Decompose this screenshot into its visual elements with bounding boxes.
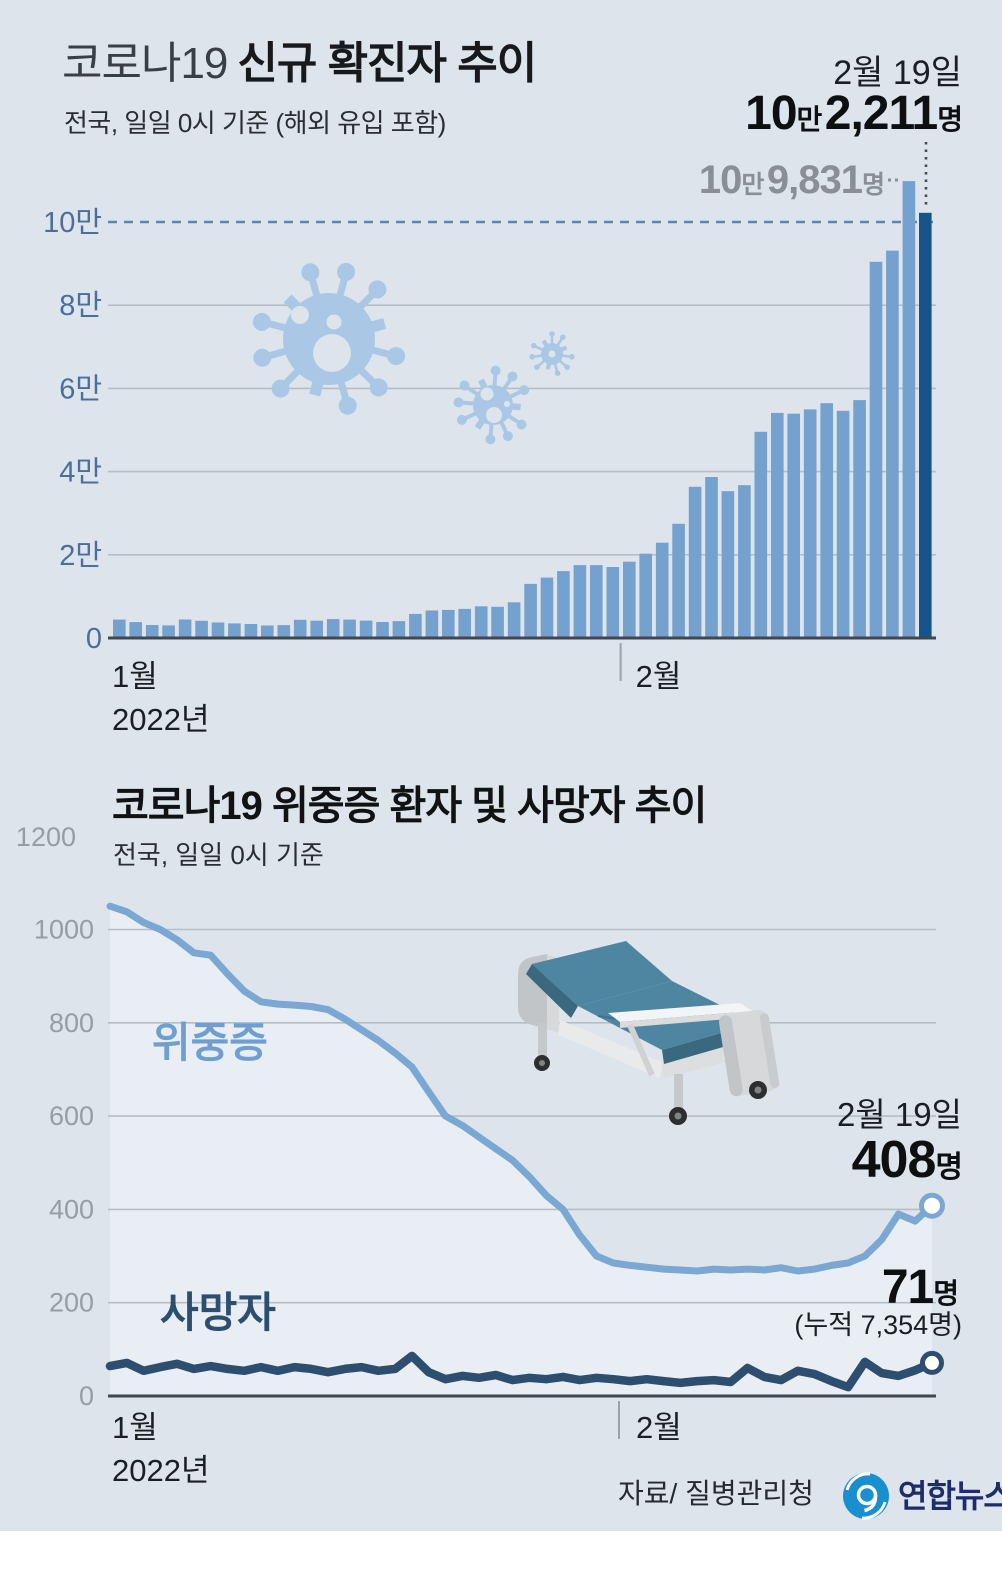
svg-text:2022년: 2022년: [112, 1453, 209, 1488]
coronavirus-icon: [453, 365, 530, 445]
peak-10: 10: [698, 158, 742, 202]
svg-text:4만: 4만: [59, 457, 102, 489]
unit-myeong: 명: [937, 104, 963, 135]
yonhap-logo: 연합뉴스: [840, 1470, 1002, 1522]
series-label-severe: 위중증: [152, 1019, 268, 1066]
svg-text:200: 200: [49, 1288, 94, 1318]
yonhap-logo-icon: [843, 1472, 889, 1520]
coronavirus-icon: [252, 262, 406, 415]
svg-text:600: 600: [49, 1101, 94, 1131]
chart2-annotation-date: 2월 19일: [837, 1096, 962, 1133]
value-10: 10: [745, 87, 797, 140]
chart1-annotation-date: 2월 19일: [833, 54, 962, 92]
svg-text:400: 400: [49, 1194, 94, 1224]
source-credit: 자료/ 질병관리청: [618, 1478, 814, 1509]
chart2-subtitle: 전국, 일일 0시 기준: [113, 840, 324, 870]
chart1-title: 코로나19 신규 확진자 추이: [62, 39, 537, 88]
chart2-title: 코로나19 위중증 환자 및 사망자 추이: [112, 784, 707, 828]
svg-text:0: 0: [86, 623, 102, 655]
svg-text:2월: 2월: [636, 1410, 682, 1445]
svg-text:1200: 1200: [16, 822, 76, 852]
chart1-annotation-value: 10만 2,211명: [745, 87, 963, 140]
svg-text:10만: 10만: [43, 207, 102, 239]
chart1-title-light: 코로나19: [62, 39, 228, 88]
deaths-71: 71: [881, 1261, 934, 1314]
svg-text:0: 0: [79, 1381, 94, 1411]
svg-text:6만: 6만: [59, 373, 102, 405]
peak-myeong: 명: [861, 171, 885, 199]
footer-strip: 박영석. 장예진 기자20220219: [0, 1531, 1002, 1594]
chart2-annotation-severe: 408명: [851, 1131, 963, 1189]
svg-text:1월: 1월: [112, 659, 158, 694]
coronavirus-icon: [529, 331, 575, 377]
severe-408: 408: [851, 1131, 937, 1189]
svg-text:2만: 2만: [59, 540, 102, 572]
svg-text:8만: 8만: [59, 290, 102, 322]
peak-man: 만: [741, 171, 764, 199]
svg-text:2월: 2월: [636, 659, 682, 694]
svg-text:800: 800: [49, 1008, 94, 1038]
chart1-peak-label: 10만 9,831명: [698, 158, 885, 202]
severe-myeong: 명: [935, 1151, 963, 1184]
value-2211: 2,211: [824, 87, 938, 140]
chart1-title-bold: 신규 확진자 추이: [237, 39, 537, 88]
series-label-deaths: 사망자: [160, 1289, 276, 1336]
chart2-annotation-deaths: 71명: [881, 1261, 959, 1314]
yonhap-wordmark: 연합뉴스: [898, 1478, 1002, 1514]
chart1-subtitle: 전국, 일일 0시 기준 (해외 유입 포함): [64, 108, 446, 138]
peak-9831: 9,831: [766, 158, 863, 202]
hospital-bed-illustration: [518, 941, 780, 1125]
unit-man: 만: [796, 104, 823, 135]
svg-text:1월: 1월: [112, 1410, 158, 1445]
chart2-annotation-cumulative: (누적 7,354명): [794, 1310, 962, 1340]
svg-text:1000: 1000: [34, 915, 94, 945]
svg-text:2022년: 2022년: [112, 702, 209, 737]
deaths-myeong: 명: [933, 1278, 959, 1309]
